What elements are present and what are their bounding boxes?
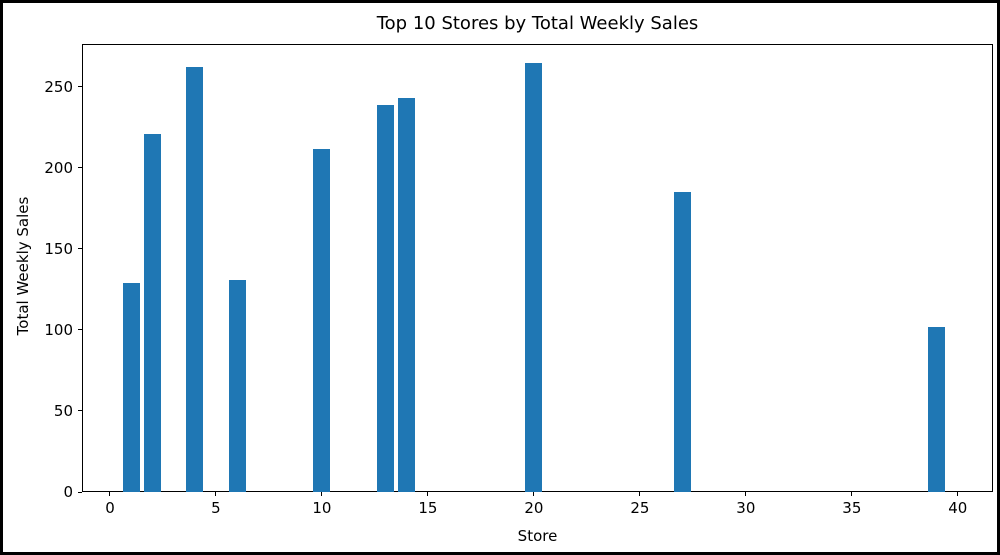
y-tick-mark: [78, 86, 82, 88]
y-tick-mark: [78, 410, 82, 412]
x-tick-label: 30: [736, 499, 756, 517]
x-tick-label: 35: [842, 499, 862, 517]
bar-store-4: [186, 67, 204, 492]
x-tick-mark: [533, 492, 535, 496]
bar-store-6: [228, 279, 246, 492]
y-tick-mark: [78, 491, 82, 493]
x-tick-mark: [109, 492, 111, 496]
x-tick-mark: [851, 492, 853, 496]
chart-title: Top 10 Stores by Total Weekly Sales: [376, 13, 699, 34]
y-tick-mark: [78, 329, 82, 331]
x-tick-label: 5: [211, 499, 221, 517]
x-tick-label: 25: [630, 499, 650, 517]
bar-store-20: [525, 62, 543, 492]
x-tick-mark: [639, 492, 641, 496]
x-tick-mark: [745, 492, 747, 496]
bar-store-1: [122, 282, 140, 492]
y-tick-mark: [78, 248, 82, 250]
y-axis-label: Total Weekly Sales: [14, 196, 32, 336]
bar-store-27: [673, 192, 691, 492]
x-tick-mark: [215, 492, 217, 496]
y-tick-label: 50: [53, 401, 73, 420]
bar-store-10: [313, 148, 331, 492]
x-tick-label: 15: [418, 499, 438, 517]
x-tick-mark: [957, 492, 959, 496]
y-tick-label: 0: [63, 483, 73, 501]
bar-store-14: [398, 98, 416, 492]
y-tick-label: 100: [44, 320, 73, 339]
y-tick-label: 200: [44, 158, 73, 177]
bar-store-13: [377, 104, 394, 492]
y-tick-label: 150: [44, 239, 73, 258]
y-tick-mark: [78, 167, 82, 169]
bar-store-39: [928, 326, 946, 492]
x-tick-label: 0: [105, 499, 115, 517]
bar-store-2: [143, 133, 161, 492]
y-tick-label: 250: [44, 77, 73, 96]
x-axis-label: Store: [517, 527, 558, 545]
x-tick-label: 20: [524, 499, 544, 517]
x-tick-label: 40: [948, 499, 968, 517]
x-tick-mark: [321, 492, 323, 496]
x-tick-mark: [427, 492, 429, 496]
x-tick-label: 10: [312, 499, 332, 517]
